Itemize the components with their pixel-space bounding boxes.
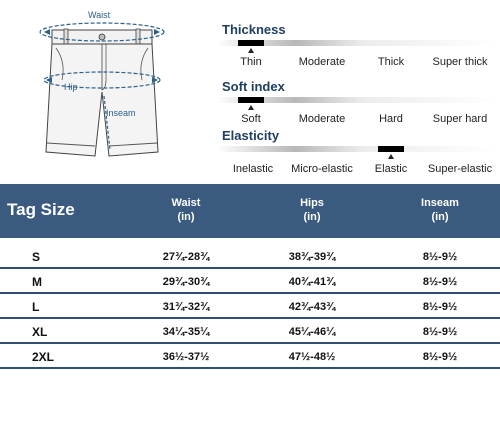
waist-label: Waist [88,10,111,20]
inseam-cell: 8½-9½ [422,301,458,313]
hip-label: Hip [64,82,78,92]
waist-cell: 34¼-35¼ [162,326,210,338]
size-cell: XL [32,325,48,339]
option-hard: Hard [379,113,403,125]
inseam-cell: 8½-9½ [422,276,458,288]
column-name: Waist [171,197,201,209]
option-elastic: Elastic [374,163,408,175]
selected-arrow [248,48,254,53]
option-super-hard: Super hard [432,113,488,125]
tag-size-header: Tag Size [7,200,75,219]
attribute-title: Thickness [222,22,286,37]
attribute-title: Soft index [222,79,285,94]
shorts-drawing [39,22,165,157]
waist-cell: 27¾-28¾ [162,251,210,263]
table-row: 2XL 36½-37½ 47½-48½ 8½-9½ [0,346,500,369]
selected-marker [238,97,264,103]
inseam-cell: 8½-9½ [422,351,458,363]
hips-cell: 47½-48½ [288,351,336,363]
size-cell: L [32,300,40,314]
scale-bar [216,146,498,152]
option-thick: Thick [377,56,405,68]
hips-cell: 42¾-43¾ [288,301,336,313]
column-name: Hips [300,197,324,209]
table-row: M 29¾-30¾ 40¾-41¾ 8½-9½ [0,271,500,294]
option-super-elastic: Super-elastic [427,163,493,175]
scale-bar [216,40,498,46]
hips-cell: 38¾-39¾ [288,251,336,263]
option-inelastic: Inelastic [232,163,274,175]
table-row: XL 34¼-35¼ 45¼-46¼ 8½-9½ [0,321,500,344]
size-cell: M [32,275,42,289]
size-cell: 2XL [32,350,55,364]
hips-column-header: Hips (in) [252,196,372,224]
option-super-thick: Super thick [432,56,488,68]
column-unit: (in) [177,211,195,223]
column-unit: (in) [431,211,449,223]
hips-cell: 45¼-46¼ [288,326,336,338]
inseam-column-header: Inseam (in) [380,196,500,224]
size-cell: S [32,250,41,264]
table-row: L 31¾-32¾ 42¾-43¾ 8½-9½ [0,296,500,319]
column-name: Inseam [421,197,459,209]
scale-bar [216,97,498,103]
attribute-title: Elasticity [222,128,280,143]
option-soft: Soft [241,113,261,125]
inseam-cell: 8½-9½ [422,326,458,338]
option-thin: Thin [240,56,262,68]
selected-marker [378,146,404,152]
inseam-label: Inseam [106,108,136,118]
selected-arrow [388,154,394,159]
waist-cell: 36½-37½ [162,351,210,363]
option-moderate: Moderate [298,113,346,125]
table-header: Tag Size Waist (in) Hips (in) Inseam (in… [0,184,500,238]
hips-cell: 40¾-41¾ [288,276,336,288]
waist-cell: 31¾-32¾ [162,301,210,313]
option-moderate: Moderate [298,56,346,68]
inseam-cell: 8½-9½ [422,251,458,263]
option-micro-elastic: Micro-elastic [291,163,353,175]
waist-column-header: Waist (in) [126,196,246,224]
selected-marker [238,40,264,46]
shorts-diagram: Waist Hip Inseam [0,0,215,178]
table-row: S 27¾-28¾ 38¾-39¾ 8½-9½ [0,246,500,269]
selected-arrow [248,105,254,110]
waist-cell: 29¾-30¾ [162,276,210,288]
column-unit: (in) [303,211,321,223]
